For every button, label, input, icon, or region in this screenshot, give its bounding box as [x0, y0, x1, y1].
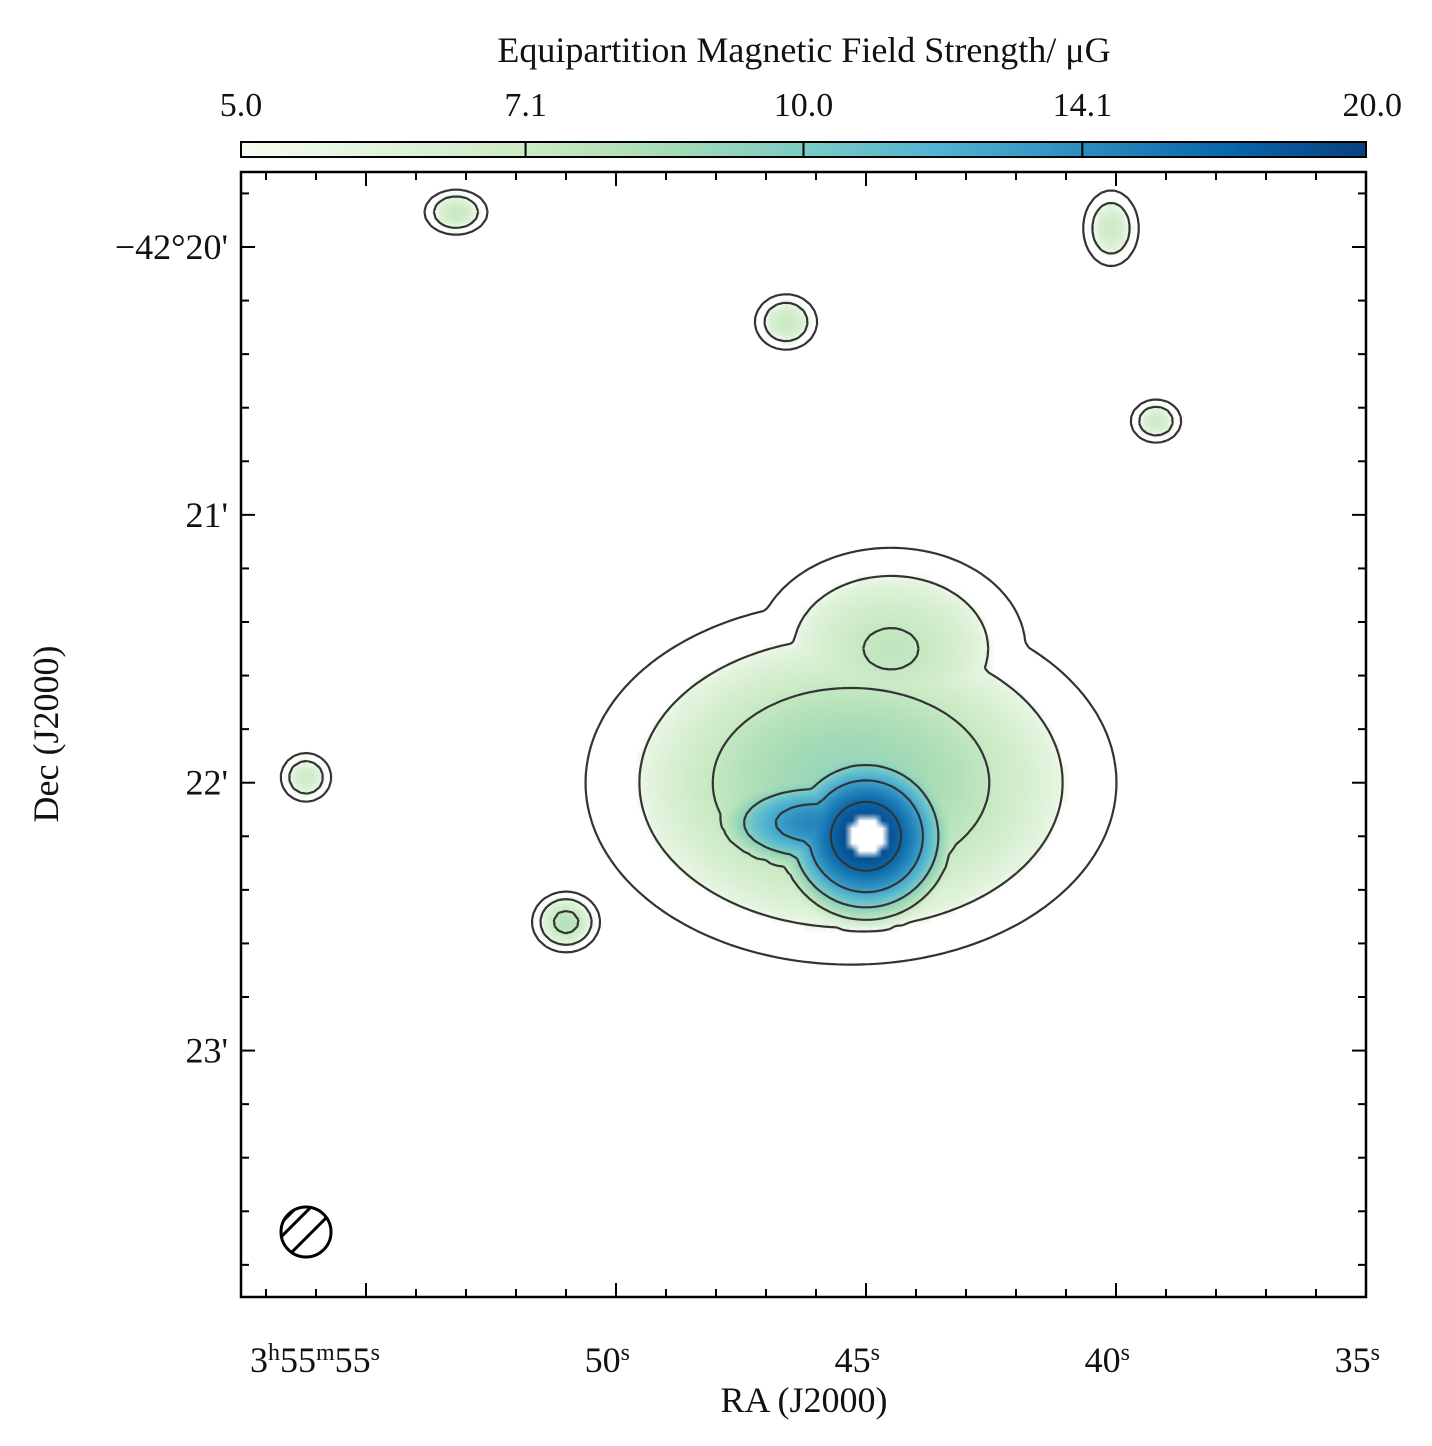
- x-axis-label: RA (J2000): [720, 1380, 887, 1420]
- colorbar-ticks: [240, 142, 1367, 157]
- magnetic-field-map: [241, 172, 1366, 1297]
- colorbar-tick-label: 7.1: [504, 87, 547, 124]
- plot-area: [241, 172, 1366, 1297]
- y-axis-label: Dec (J2000): [26, 646, 66, 823]
- y-tick-label: −42°20': [115, 227, 228, 267]
- x-tick-labels: 3h55m55s 50s 45s 40s 35s: [250, 1340, 1380, 1380]
- y-tick-labels: −42°20' 21' 22' 23': [115, 227, 228, 1071]
- colorbar-tick-labels: 5.0 7.1 10.0 14.1 20.0: [220, 87, 1402, 124]
- contour-level: [829, 800, 903, 872]
- colorbar-tick-label: 20.0: [1343, 87, 1403, 124]
- colorbar: Equipartition Magnetic Field Strength/ μ…: [220, 30, 1402, 158]
- intensity-contours: [279, 188, 1183, 966]
- axis-ticks: [241, 172, 1367, 1297]
- axes-frame: [239, 170, 1368, 1299]
- colorbar-tick-label: 5.0: [220, 87, 263, 124]
- colorbar-tick-label: 10.0: [774, 87, 834, 124]
- contour-level: [743, 764, 940, 909]
- colorbar-label: Equipartition Magnetic Field Strength/ μ…: [497, 30, 1110, 70]
- x-tick-label: 40s: [1085, 1340, 1130, 1380]
- x-tick-label: 45s: [835, 1340, 880, 1380]
- contour-level: [774, 779, 924, 894]
- contour-level: [552, 627, 991, 935]
- x-tick-label: 3h55m55s: [250, 1340, 380, 1380]
- x-tick-label: 35s: [1335, 1340, 1380, 1380]
- y-tick-label: 23': [186, 1031, 229, 1071]
- x-tick-label: 50s: [585, 1340, 630, 1380]
- y-tick-label: 21': [186, 495, 229, 535]
- y-tick-label: 22': [186, 763, 229, 803]
- contour-level: [279, 188, 1183, 966]
- colorbar-tick-label: 14.1: [1053, 87, 1113, 124]
- contour-level: [288, 195, 1174, 946]
